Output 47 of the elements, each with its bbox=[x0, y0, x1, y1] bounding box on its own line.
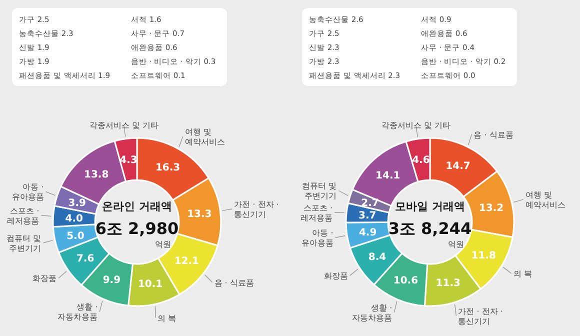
data-label: 5.0 bbox=[66, 230, 84, 242]
text: 3조 8,244 bbox=[388, 219, 472, 238]
data-label: 14.7 bbox=[446, 161, 470, 172]
text: 억원 bbox=[155, 240, 171, 249]
text: 모바일 거래액 bbox=[395, 200, 465, 213]
data-label: 13.3 bbox=[187, 209, 212, 220]
data-label: 14.1 bbox=[376, 170, 400, 182]
text: 억원 bbox=[448, 240, 464, 249]
data-label: 12.1 bbox=[174, 256, 200, 268]
data-label: 11.8 bbox=[471, 250, 496, 262]
data-label: 7.6 bbox=[76, 254, 94, 265]
text: 6조 2,980 bbox=[95, 219, 179, 238]
slice-label: 가전 · 전자 · 통신기기 bbox=[234, 200, 279, 219]
slice-label: 여행 및 예약서비스 bbox=[184, 127, 225, 146]
data-label: 4.9 bbox=[358, 228, 377, 239]
slice-label: 음 · 식료품 bbox=[214, 278, 254, 288]
data-label: 10.6 bbox=[393, 276, 418, 287]
data-label: 13.2 bbox=[478, 202, 504, 214]
slice-label: 각종서비스 및 기타 bbox=[381, 121, 450, 130]
slice-label: 화장품 bbox=[324, 272, 348, 281]
slice-label: 스포츠 · 레저용품 bbox=[7, 206, 40, 226]
data-label: 3.9 bbox=[68, 198, 86, 209]
data-label: 13.8 bbox=[84, 169, 109, 180]
slice-label: 아동 · 유아용품 bbox=[301, 228, 334, 248]
data-label: 9.9 bbox=[102, 275, 121, 286]
slice-label: 의 복 bbox=[158, 314, 176, 323]
text: 온라인 거래액 bbox=[102, 200, 172, 213]
slice-label: 여행 및 예약서비스 bbox=[525, 190, 566, 210]
slice-label: 가전 · 전자 · 통신기기 bbox=[458, 306, 503, 326]
data-label: 4.6 bbox=[412, 155, 430, 166]
slice-label: 음 · 식료품 bbox=[474, 130, 514, 140]
slice-label: 각종서비스 및 기타 bbox=[89, 120, 158, 130]
data-label: 4.0 bbox=[65, 213, 84, 224]
slice-label: 스포츠 · 레저용품 bbox=[300, 204, 333, 223]
slice-label: 화장품 bbox=[32, 274, 57, 284]
data-label: 11.3 bbox=[436, 278, 461, 289]
data-label: 3.7 bbox=[358, 210, 376, 222]
slice-label: 컴퓨터 및 주변기기 bbox=[6, 234, 42, 253]
data-label: 10.1 bbox=[138, 279, 163, 290]
slice-label: 생활 · 자동차용품 bbox=[58, 302, 98, 322]
data-label: 4.3 bbox=[120, 155, 138, 166]
slice-label: 생활 · 자동차용품 bbox=[352, 303, 392, 322]
data-label: 8.4 bbox=[368, 252, 386, 263]
slice-label: 아동 · 유아용품 bbox=[12, 182, 44, 202]
slice-label: 의 복 bbox=[513, 269, 532, 278]
slice-label: 컴퓨터 및 주변기기 bbox=[302, 182, 337, 201]
data-label: 16.3 bbox=[155, 162, 180, 174]
